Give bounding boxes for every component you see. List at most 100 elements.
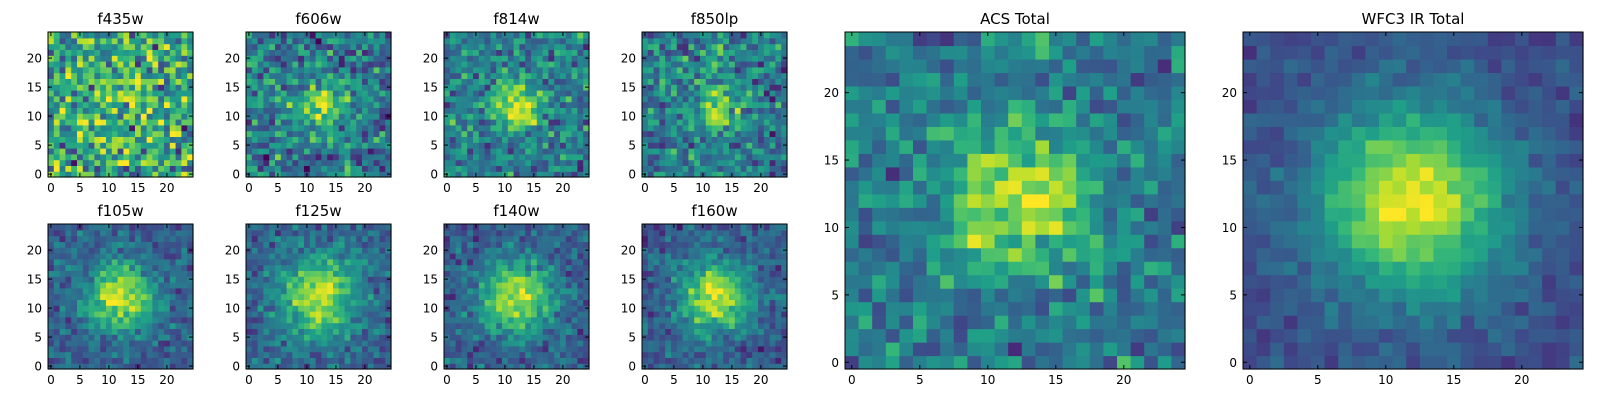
- pixel-cell: [565, 153, 573, 161]
- pixel-cell: [740, 153, 747, 161]
- pixel-cell: [379, 84, 386, 91]
- pixel-cell: [519, 95, 526, 103]
- pixel-cell: [717, 340, 724, 347]
- pixel-cell: [758, 159, 765, 166]
- pixel-cell: [269, 37, 276, 45]
- pixel-cell: [94, 305, 101, 312]
- pixel-cell: [111, 357, 119, 364]
- pixel-cell: [111, 55, 119, 62]
- pixel-cell: [583, 61, 590, 68]
- pixel-cell: [327, 247, 334, 254]
- pixel-cell: [269, 311, 276, 318]
- pixel-cell: [59, 55, 66, 62]
- pixel-cell: [449, 293, 457, 300]
- pixel-cell: [152, 316, 159, 324]
- pixel-cell: [333, 113, 340, 120]
- pixel-cell: [676, 119, 684, 126]
- pixel-cell: [246, 119, 253, 126]
- pixel-cell: [338, 253, 346, 260]
- pixel-cell: [246, 130, 253, 137]
- pixel-cell: [717, 159, 724, 166]
- pixel-cell: [502, 270, 509, 277]
- pixel-cell: [175, 247, 182, 254]
- pixel-cell: [263, 293, 270, 300]
- pixel-cell: [286, 363, 293, 370]
- pixel-cell: [507, 171, 515, 178]
- pixel-cell: [129, 322, 136, 329]
- pixel-cell: [496, 78, 503, 85]
- pixel-cell: [565, 224, 573, 231]
- pixel-cell: [117, 345, 124, 353]
- pixel-cell: [577, 247, 584, 254]
- pixel-cell: [257, 148, 264, 155]
- pixel-cell: [473, 276, 480, 283]
- pixel-cell: [333, 153, 340, 161]
- pixel-cell: [542, 32, 549, 39]
- pixel-cell: [484, 130, 491, 137]
- pixel-cell: [379, 276, 386, 283]
- pixel-cell: [362, 55, 369, 62]
- pixel-cell: [531, 113, 538, 120]
- pixel-cell: [175, 49, 182, 56]
- pixel-cell: [77, 235, 84, 242]
- pixel-cell: [548, 95, 555, 103]
- pixel-cell: [298, 136, 305, 143]
- pixel-cell: [140, 61, 148, 68]
- pixel-cell: [385, 264, 392, 271]
- pixel-cell: [146, 113, 153, 120]
- pixel-cell: [554, 322, 561, 329]
- pixel-cell: [688, 340, 695, 347]
- pixel-cell: [729, 107, 736, 114]
- pixel-cell: [169, 119, 177, 126]
- pixel-cell: [734, 37, 742, 45]
- pixel-cell: [665, 113, 672, 120]
- pixel-cell: [106, 241, 113, 248]
- pixel-cell: [746, 305, 753, 312]
- pixel-cell: [513, 270, 520, 277]
- pixel-cell: [169, 124, 177, 132]
- pixel-cell: [565, 229, 573, 237]
- pixel-cell: [758, 119, 765, 126]
- pixel-cell: [659, 311, 666, 318]
- pixel-cell: [729, 293, 736, 300]
- pixel-cell: [280, 264, 288, 271]
- pixel-cell: [548, 276, 555, 283]
- axes-frame: [245, 223, 392, 370]
- pixel-cell: [164, 345, 171, 353]
- pixel-cell: [740, 84, 747, 91]
- pixel-cell: [769, 124, 776, 132]
- pixel-cell: [350, 95, 357, 103]
- pixel-cell: [350, 84, 357, 91]
- pixel-cell: [362, 66, 369, 74]
- pixel-cell: [473, 113, 480, 120]
- pixel-cell: [542, 124, 549, 132]
- pixel-cell: [286, 171, 293, 178]
- pixel-cell: [77, 90, 84, 97]
- pixel-cell: [723, 95, 730, 103]
- pixel-cell: [519, 49, 526, 56]
- pixel-cell: [455, 351, 462, 358]
- pixel-cell: [59, 95, 66, 103]
- pixel-cell: [298, 316, 305, 324]
- pixel-cell: [671, 159, 678, 166]
- pixel-cell: [88, 241, 95, 248]
- pixel-cell: [246, 293, 253, 300]
- pixel-cell: [286, 351, 293, 358]
- pixel-cell: [181, 357, 188, 364]
- pixel-cell: [571, 241, 578, 248]
- panel-title: f606w: [295, 10, 341, 28]
- pixel-cell: [659, 171, 666, 178]
- pixel-cell: [647, 276, 655, 283]
- pixel-cell: [642, 61, 649, 68]
- pixel-cell: [513, 363, 520, 370]
- pixel-cell: [129, 334, 136, 341]
- pixel-cell: [146, 142, 153, 149]
- pixel-cell: [519, 113, 526, 120]
- pixel-cell: [350, 253, 357, 260]
- pixel-cell: [560, 270, 567, 277]
- pixel-cell: [565, 171, 573, 178]
- pixel-cell: [246, 159, 253, 166]
- pixel-cell: [100, 322, 107, 329]
- pixel-cell: [309, 229, 317, 237]
